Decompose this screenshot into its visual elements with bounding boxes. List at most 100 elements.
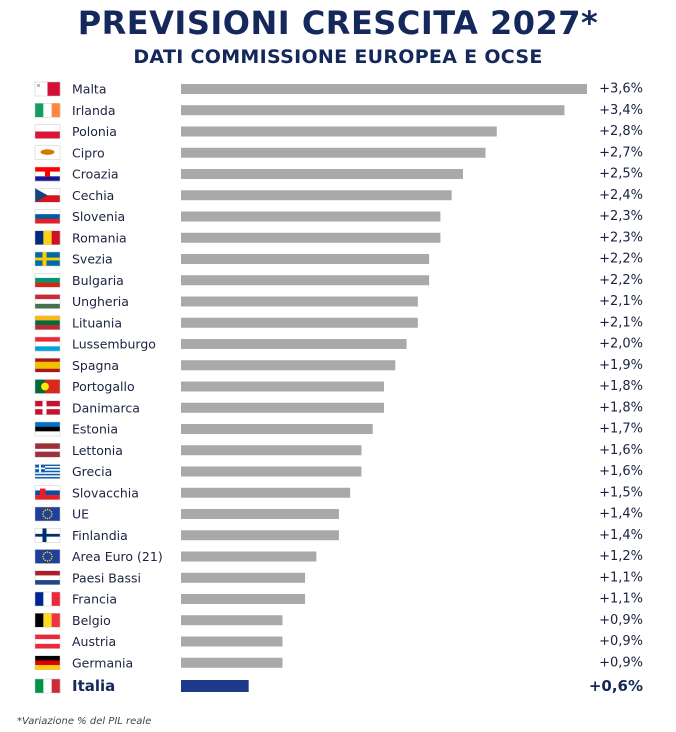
value-label: +0,9% bbox=[599, 634, 643, 649]
portugal-flag bbox=[34, 379, 61, 394]
category-label: Bulgaria bbox=[72, 273, 124, 288]
bar-row: Cechia +2,4% bbox=[34, 188, 643, 203]
value-label: +1,4% bbox=[599, 507, 643, 522]
cyprus-flag bbox=[34, 145, 61, 160]
bar-row: Germania +0,9% bbox=[34, 655, 643, 670]
bar bbox=[181, 381, 384, 392]
bar-row: Slovacchia +1,5% bbox=[34, 485, 643, 500]
bar-row: Polonia +2,8% bbox=[34, 124, 643, 139]
value-label: +0,9% bbox=[599, 613, 643, 628]
category-label: Croazia bbox=[72, 167, 119, 182]
bar-row: UE +1,4% bbox=[34, 507, 643, 522]
value-label: +1,1% bbox=[599, 570, 643, 585]
category-label: Estonia bbox=[72, 422, 118, 437]
finland-flag bbox=[34, 528, 61, 543]
value-label: +1,8% bbox=[599, 379, 643, 394]
value-label: +0,9% bbox=[599, 655, 643, 670]
category-label: Lussemburgo bbox=[72, 337, 156, 352]
germany-flag bbox=[34, 655, 61, 670]
bar-row: Francia +1,1% bbox=[34, 591, 643, 607]
bar-row: Ungheria +2,1% bbox=[34, 294, 643, 309]
bar-row: Romania +2,3% bbox=[34, 230, 643, 245]
category-label: Lituania bbox=[72, 315, 122, 330]
bar bbox=[181, 402, 384, 413]
bar bbox=[181, 147, 486, 158]
slovenia-flag bbox=[34, 209, 61, 224]
eu-flag bbox=[34, 549, 61, 564]
value-label: +3,6% bbox=[599, 82, 643, 97]
sweden-flag bbox=[34, 251, 61, 267]
bar bbox=[181, 126, 497, 137]
bar-row: Svezia +2,2% bbox=[34, 251, 643, 267]
romania-flag bbox=[34, 230, 61, 245]
netherlands-flag bbox=[34, 570, 61, 585]
category-label: UE bbox=[72, 507, 89, 522]
value-label: +1,6% bbox=[599, 443, 643, 458]
category-label: Danimarca bbox=[72, 400, 140, 415]
value-label: +2,1% bbox=[599, 315, 643, 330]
category-label: Slovenia bbox=[72, 209, 125, 224]
france-flag bbox=[34, 591, 61, 607]
category-label: Finlandia bbox=[72, 528, 128, 543]
bar-row: Paesi Bassi +1,1% bbox=[34, 570, 643, 585]
bar bbox=[181, 594, 306, 604]
bar bbox=[181, 275, 430, 286]
bar-row: Area Euro (21) +1,2% bbox=[34, 549, 643, 564]
bar bbox=[181, 211, 441, 222]
footnote: *Variazione % del PIL reale bbox=[17, 716, 152, 727]
category-label: Francia bbox=[72, 592, 117, 607]
category-label: Germania bbox=[72, 655, 133, 670]
category-label: Paesi Bassi bbox=[72, 570, 141, 585]
bar bbox=[181, 84, 587, 94]
bar-row: Malta +3,6% bbox=[34, 82, 643, 97]
bar bbox=[181, 232, 441, 243]
luxembourg-flag bbox=[34, 336, 61, 352]
bar bbox=[181, 445, 362, 456]
bar bbox=[181, 615, 283, 626]
bar-row: Slovenia +2,3% bbox=[34, 209, 643, 224]
category-label: Cechia bbox=[72, 188, 114, 203]
bar-row: Estonia +1,7% bbox=[34, 421, 643, 437]
bar-row: Cipro +2,7% bbox=[34, 145, 643, 160]
category-label: Portogallo bbox=[72, 379, 135, 394]
category-label: Ungheria bbox=[72, 294, 129, 309]
bar bbox=[181, 296, 418, 307]
value-label: +2,4% bbox=[599, 188, 643, 203]
category-label: Spagna bbox=[72, 358, 119, 373]
bar-row: Italia +0,6% bbox=[34, 677, 643, 695]
value-label: +1,9% bbox=[599, 358, 643, 373]
bar-row: Grecia +1,6% bbox=[34, 464, 643, 479]
value-label: +0,6% bbox=[589, 677, 643, 695]
value-label: +1,5% bbox=[599, 485, 643, 500]
category-label: Svezia bbox=[72, 252, 113, 267]
value-label: +1,8% bbox=[599, 400, 643, 415]
denmark-flag bbox=[34, 400, 61, 415]
poland-flag bbox=[34, 124, 61, 139]
bar bbox=[181, 530, 339, 541]
estonia-flag bbox=[34, 421, 61, 437]
bar bbox=[181, 466, 362, 477]
lithuania-flag bbox=[34, 315, 61, 330]
bar-row: Croazia +2,5% bbox=[34, 167, 643, 182]
value-label: +1,6% bbox=[599, 464, 643, 479]
bar bbox=[181, 636, 283, 647]
bar-row: Belgio +0,9% bbox=[34, 613, 643, 628]
italy-flag bbox=[34, 678, 61, 694]
category-label: Italia bbox=[72, 677, 115, 695]
bar bbox=[181, 424, 373, 434]
value-label: +2,2% bbox=[599, 252, 643, 267]
spain-flag bbox=[34, 358, 61, 373]
value-label: +2,0% bbox=[599, 337, 643, 352]
bar bbox=[181, 190, 452, 201]
value-label: +2,5% bbox=[599, 167, 643, 182]
category-label: Lettonia bbox=[72, 443, 123, 458]
value-label: +1,1% bbox=[599, 592, 643, 607]
bar bbox=[181, 360, 396, 371]
greece-flag bbox=[34, 464, 61, 479]
bar bbox=[181, 254, 430, 264]
value-label: +2,3% bbox=[599, 230, 643, 245]
bar-row: Danimarca +1,8% bbox=[34, 400, 643, 415]
value-label: +2,3% bbox=[599, 209, 643, 224]
category-label: Slovacchia bbox=[72, 485, 139, 500]
